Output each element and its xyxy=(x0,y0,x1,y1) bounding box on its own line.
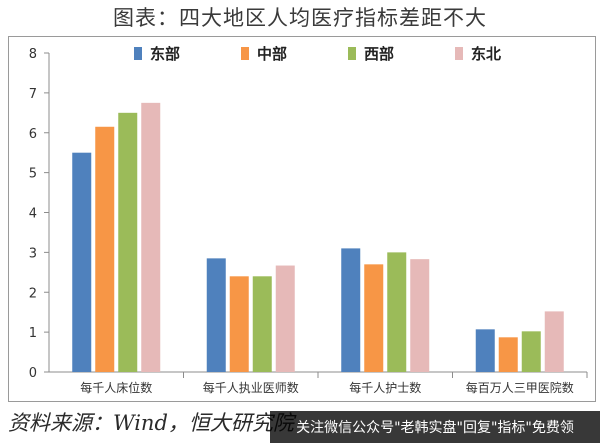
bar-中部-4 xyxy=(498,337,518,372)
y-tick-label: 5 xyxy=(29,167,37,182)
y-tick-label: 0 xyxy=(29,366,37,381)
y-tick-label: 7 xyxy=(29,87,37,102)
bar-东北-4 xyxy=(544,311,564,372)
bar-东部-2 xyxy=(206,258,226,372)
bar-西部-4 xyxy=(521,331,541,372)
y-tick-label: 4 xyxy=(29,207,37,222)
legend-swatch-中部 xyxy=(241,47,249,60)
legend-swatch-东北 xyxy=(455,47,463,60)
bar-西部-3 xyxy=(387,252,407,372)
x-category-label: 每百万人三甲医院数 xyxy=(466,380,574,395)
x-category-label: 每千人护士数 xyxy=(349,380,421,395)
y-tick-label: 3 xyxy=(29,246,37,261)
watermark-banner[interactable]: 关注微信公众号"老韩实盘"回复"指标"免费领 xyxy=(270,411,600,443)
legend-label-东部: 东部 xyxy=(150,45,180,63)
legend-label-东北: 东北 xyxy=(471,45,501,63)
bar-中部-2 xyxy=(229,276,249,372)
x-category-label: 每千人执业医师数 xyxy=(203,380,299,395)
y-tick-label: 6 xyxy=(29,127,37,142)
legend-swatch-东部 xyxy=(134,47,142,60)
legend-label-西部: 西部 xyxy=(364,45,394,63)
y-tick-label: 1 xyxy=(29,326,37,341)
x-category-label: 每千人床位数 xyxy=(80,380,152,395)
source-note: 资料来源：Wind，恒大研究院 xyxy=(8,411,294,435)
y-tick-label: 8 xyxy=(29,47,37,62)
bar-西部-1 xyxy=(118,112,138,372)
bar-西部-2 xyxy=(252,276,272,372)
page-title: 图表：四大地区人均医疗指标差距不大 xyxy=(113,6,487,30)
bar-东部-4 xyxy=(475,329,495,372)
legend-swatch-西部 xyxy=(348,47,356,60)
legend-label-中部: 中部 xyxy=(257,45,287,63)
chart-frame: 0 1 2 3 4 5 6 7 8 每千人床位数 每千人执业医师数 每千人护士数 每百万人三甲医院数 东部… xyxy=(8,36,596,402)
bar-东北-1 xyxy=(141,102,161,372)
y-tick-label: 2 xyxy=(29,286,37,301)
bar-东北-3 xyxy=(410,259,430,372)
bar-东部-1 xyxy=(72,152,92,372)
bar-chart: 0 1 2 3 4 5 6 7 8 每千人床位数 每千人执业医师数 每千人护士数 每百万人三甲医院数 东部… xyxy=(29,45,588,395)
bar-东北-2 xyxy=(275,265,295,372)
bar-东部-3 xyxy=(341,248,361,372)
bar-中部-3 xyxy=(364,264,384,372)
bar-中部-1 xyxy=(95,126,115,372)
